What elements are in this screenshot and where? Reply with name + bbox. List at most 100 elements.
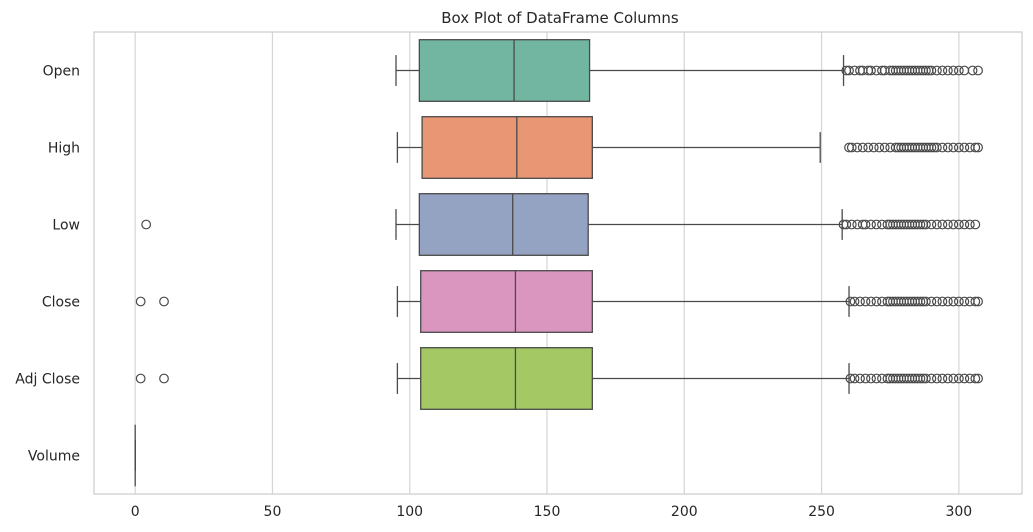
outlier-point [970,296,981,307]
outlier-point [921,219,931,230]
outlier-point [915,219,926,230]
iqr-box [418,39,591,102]
box-series [135,270,983,333]
outlier-point [866,296,876,307]
outlier-point [937,219,948,230]
outlier-point [866,219,876,230]
outlier-point [866,65,876,76]
outlier-point [973,65,983,76]
outlier-point [874,142,885,153]
outlier-point [863,142,874,153]
outlier-point [135,296,146,307]
outlier-point [857,142,868,153]
outlier-point [937,296,948,307]
outlier-point [921,373,931,384]
outlier-point [855,373,865,384]
outlier-point [948,373,959,384]
x-tick-label: 50 [264,504,282,520]
outlier-point [973,142,983,153]
outlier-point [860,219,871,230]
y-tick-label: Open [43,64,80,80]
box-series-layer [134,39,983,487]
outlier-point [871,219,882,230]
outlier-point [942,219,953,230]
x-tick-label: 200 [671,504,698,520]
outlier-point [959,219,970,230]
outlier-point [926,373,937,384]
outlier-point [860,296,871,307]
outlier-point [973,373,983,384]
outlier-point [953,296,964,307]
outlier-point [849,373,860,384]
iqr-box [420,270,593,333]
y-tick-label: Volume [28,449,80,465]
plot-frame [93,31,1023,495]
outlier-point [846,219,857,230]
outlier-point [845,296,856,307]
outlier-point [871,296,882,307]
outlier-point [970,142,981,153]
outlier-point [926,296,937,307]
outlier-point [959,65,970,76]
iqr-box [421,116,593,179]
outlier-point [135,373,146,384]
outlier-point [953,65,964,76]
gridlines [134,32,960,494]
box-series [396,116,983,179]
outlier-point [860,373,871,384]
outlier-point [959,373,970,384]
outlier-point [948,219,959,230]
outlier-point [926,219,937,230]
box-series [395,39,983,102]
iqr-box [418,193,589,256]
outlier-point [931,65,942,76]
box-series [141,193,981,256]
outlier-point [845,373,856,384]
outlier-point [953,219,964,230]
outlier-point [879,142,890,153]
outlier-point [970,373,981,384]
outlier-point [953,142,964,153]
x-tick-label: 300 [945,504,972,520]
outlier-point [948,142,959,153]
outlier-point [959,142,970,153]
outlier-point [871,373,882,384]
outlier-point [868,142,879,153]
outlier-point [141,219,152,230]
y-tick-label: High [48,141,80,157]
outlier-point [159,296,169,307]
outlier-point [953,373,964,384]
outlier-point [942,296,953,307]
y-tick-label: Adj Close [15,372,80,388]
outlier-point [942,65,953,76]
outlier-point [931,373,942,384]
outlier-point [959,296,970,307]
outlier-point [915,296,926,307]
outlier-point [921,296,931,307]
outlier-point [849,296,860,307]
outlier-point [931,296,942,307]
x-tick-label: 250 [808,504,835,520]
outlier-point [841,219,852,230]
outlier-point [948,65,959,76]
x-tick-label: 150 [534,504,561,520]
box-series [135,347,983,410]
outlier-point [926,142,937,153]
outlier-point [852,142,863,153]
outlier-point [931,219,942,230]
outlier-point [937,373,948,384]
y-tick-label: Close [42,295,80,311]
iqr-box [420,347,593,410]
outlier-point [931,142,942,153]
outlier-point [967,65,978,76]
outlier-point [926,65,937,76]
chart-title: Box Plot of DataFrame Columns [441,9,679,27]
outlier-point [937,142,948,153]
y-axis-ticks: Open High Low Close Adj Close Volume [15,64,80,465]
outlier-point [942,373,953,384]
outlier-point [844,65,854,76]
outlier-point [159,373,169,384]
outlier-point [973,296,983,307]
outlier-point [970,219,981,230]
